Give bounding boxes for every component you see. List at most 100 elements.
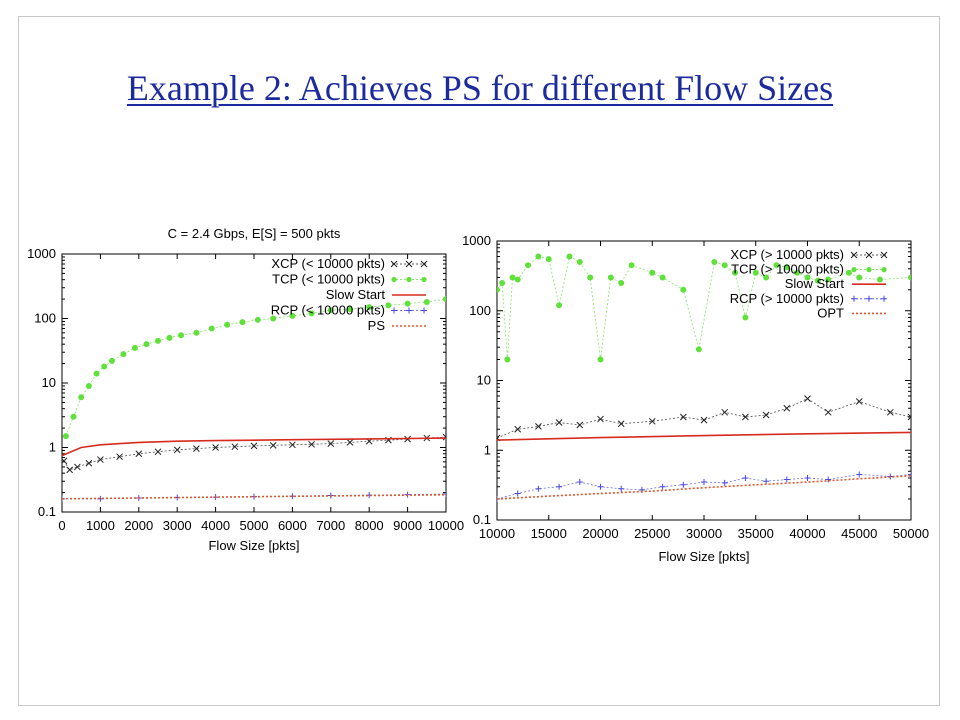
series-line [65,298,446,437]
y-tick-label: 1 [49,440,56,455]
y-tick-label: 100 [34,311,56,326]
x-tick-label: 8000 [355,518,384,533]
y-tick-label: 1000 [462,233,491,248]
data-point [762,411,770,419]
data-point [773,262,780,269]
plot-frame [496,240,912,521]
data-point [732,269,739,276]
data-point [155,337,161,344]
data-point [116,453,123,461]
series-line [62,437,446,457]
data-point [679,413,687,421]
legend-marker [866,295,872,302]
data-point [74,463,81,471]
data-point [289,312,296,319]
x-tick-label: 40000 [789,526,825,541]
data-point [556,483,563,490]
x-tick-label: 35000 [738,526,774,541]
series-group [62,296,446,502]
data-point [804,475,811,482]
data-point [250,442,258,450]
data-point [814,277,821,284]
data-point [628,262,635,269]
data-point [327,307,334,314]
series-line [497,431,911,441]
data-point [597,415,604,423]
series-line [497,398,911,439]
x-tick-label: 0 [58,518,65,533]
data-point [212,444,219,451]
data-point [193,329,200,336]
legend-label: OPT [817,305,844,320]
x-tick-label: 50000 [893,526,929,541]
data-point [93,370,100,377]
data-point [907,413,911,421]
data-point [804,274,811,281]
y-tick-label: 1000 [27,246,56,261]
data-point [555,419,563,426]
data-point [701,479,707,486]
data-point [597,483,604,490]
x-tick-label: 30000 [686,526,722,541]
data-point [62,457,68,465]
x-tick-label: 1000 [86,518,115,533]
x-tick-label: 3000 [163,518,192,533]
legend-marker [866,267,872,273]
data-point [525,262,532,269]
legend-label: PS [368,318,386,333]
data-point [120,351,127,358]
data-point [908,274,911,281]
data-point [721,262,728,269]
data-point [856,471,863,478]
data-point [366,304,373,311]
data-point [504,356,511,363]
data-point [535,485,542,492]
data-point [423,299,430,306]
data-point [143,341,150,348]
data-point [742,314,749,321]
data-point [908,471,911,478]
data-point [711,258,718,265]
data-point [742,413,749,421]
x-axis-label: Flow Size [pkts] [658,549,749,564]
legend-marker [880,251,888,259]
y-tick-label: 1 [484,442,491,457]
data-point [269,441,277,449]
data-point [648,417,656,425]
data-point [166,334,173,341]
x-tick-label: 6000 [278,518,307,533]
data-point [680,481,687,488]
data-point [618,279,625,286]
data-point [70,413,77,420]
legend-label: Slow Start [785,276,845,291]
data-point [66,466,74,474]
data-point [556,302,563,309]
legend-label: XCP (< 10000 pkts) [271,256,385,271]
data-point [680,286,687,293]
data-point [783,476,790,483]
data-point [618,485,625,492]
x-axis-label: Flow Size [pkts] [208,538,299,553]
data-point [254,316,261,323]
data-point [108,357,115,364]
legend-marker [851,267,857,273]
data-point [208,325,215,332]
data-point [308,440,315,448]
data-point [649,269,656,276]
data-point [804,395,811,402]
data-point [346,439,354,446]
data-point [856,274,863,281]
legend-marker [390,260,398,268]
data-point [173,446,181,454]
data-point [794,269,801,276]
x-tick-label: 45000 [841,526,877,541]
data-point [700,416,708,424]
data-point [825,476,832,483]
legend-label: RCP (> 10000 pkts) [730,291,844,306]
x-tick-label: 9000 [393,518,422,533]
legend-marker [850,251,858,259]
data-point [224,321,231,328]
legend-marker [391,276,397,283]
data-point [545,256,552,263]
data-point [659,274,666,281]
